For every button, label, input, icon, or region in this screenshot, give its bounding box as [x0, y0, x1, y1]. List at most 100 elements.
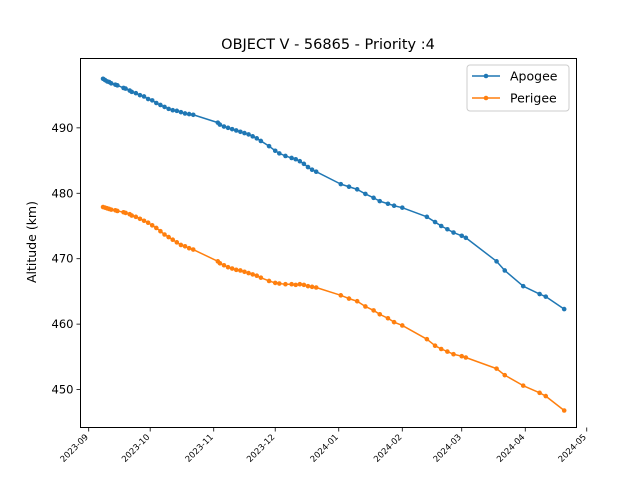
data-point [229, 126, 235, 132]
data-point [115, 83, 120, 88]
data-point [170, 237, 176, 243]
data-point [133, 214, 139, 220]
data-point [145, 220, 151, 226]
data-point [254, 136, 260, 141]
data-point [250, 272, 255, 277]
data-point [229, 266, 235, 271]
data-point [115, 208, 120, 214]
data-point [186, 245, 192, 251]
data-point [297, 158, 303, 164]
data-point [561, 306, 567, 312]
data-point [459, 233, 465, 239]
data-point [438, 346, 444, 352]
data-point [283, 281, 288, 287]
data-point [494, 366, 499, 371]
plot-area [100, 76, 567, 413]
data-point [141, 94, 147, 99]
data-point [174, 240, 180, 245]
data-point [354, 298, 360, 304]
data-point [289, 281, 294, 287]
data-point [238, 268, 243, 273]
data-point [283, 153, 288, 159]
data-point [391, 203, 397, 209]
data-point [123, 210, 128, 216]
data-point [313, 169, 319, 174]
data-point [250, 134, 255, 139]
y-axis-ticks: 450 460 470 480 490 [52, 121, 81, 397]
data-point [166, 106, 171, 112]
data-point [225, 125, 231, 131]
data-point [438, 223, 444, 229]
data-point [221, 262, 227, 268]
data-point [108, 207, 114, 212]
data-point [166, 234, 171, 240]
data-point [162, 104, 167, 110]
data-point [363, 191, 368, 197]
data-point [520, 283, 526, 289]
data-point [258, 138, 264, 144]
data-point [377, 312, 383, 317]
data-point [445, 226, 450, 232]
data-point [424, 336, 430, 342]
data-point [217, 260, 223, 266]
data-point [309, 167, 315, 173]
data-point [217, 122, 223, 127]
data-point [399, 205, 405, 210]
data-point [301, 282, 307, 288]
data-point [238, 129, 243, 135]
data-point [170, 107, 176, 113]
data-point [254, 273, 260, 279]
data-point [277, 281, 282, 286]
data-point [346, 184, 352, 190]
data-point [385, 315, 391, 321]
data-point [233, 128, 239, 133]
data-point [385, 201, 391, 207]
data-point [174, 108, 180, 114]
y-tick-label: 470 [52, 252, 74, 266]
legend-label: Apogee [510, 69, 558, 84]
data-point [149, 223, 155, 228]
data-point [371, 195, 376, 201]
legend-marker [483, 73, 489, 79]
y-tick-label: 450 [52, 383, 74, 397]
legend-label: Perigee [510, 91, 557, 106]
data-point [123, 86, 128, 91]
data-point [309, 284, 315, 290]
data-point [158, 102, 163, 108]
data-point [190, 247, 196, 252]
data-point [424, 214, 430, 220]
data-point [371, 308, 376, 313]
data-point [463, 235, 469, 241]
data-point [494, 259, 499, 264]
legend: Apogee Perigee [466, 64, 570, 112]
data-point [363, 304, 368, 309]
data-point [432, 343, 438, 349]
data-point [154, 225, 159, 231]
data-point [246, 270, 251, 276]
data-point [451, 230, 456, 235]
y-tick-label: 480 [52, 186, 74, 200]
data-point [182, 111, 188, 116]
data-point [377, 198, 383, 204]
data-point [502, 268, 508, 273]
y-tick-label: 460 [52, 317, 74, 331]
data-point [182, 243, 188, 249]
data-point [129, 213, 135, 218]
legend-marker [483, 95, 489, 101]
data-point [277, 151, 282, 156]
series-apogee [100, 76, 567, 312]
data-point [149, 98, 155, 103]
data-point [537, 390, 542, 396]
data-point [178, 242, 184, 248]
data-point [293, 282, 299, 288]
data-point [108, 81, 114, 86]
data-point [129, 89, 135, 95]
data-point [297, 281, 303, 287]
data-point [221, 124, 227, 129]
y-axis-label: Altitude (km) [24, 201, 39, 283]
data-point [137, 92, 143, 98]
data-point [338, 293, 344, 298]
data-point [313, 285, 319, 290]
series-perigee [100, 204, 567, 413]
